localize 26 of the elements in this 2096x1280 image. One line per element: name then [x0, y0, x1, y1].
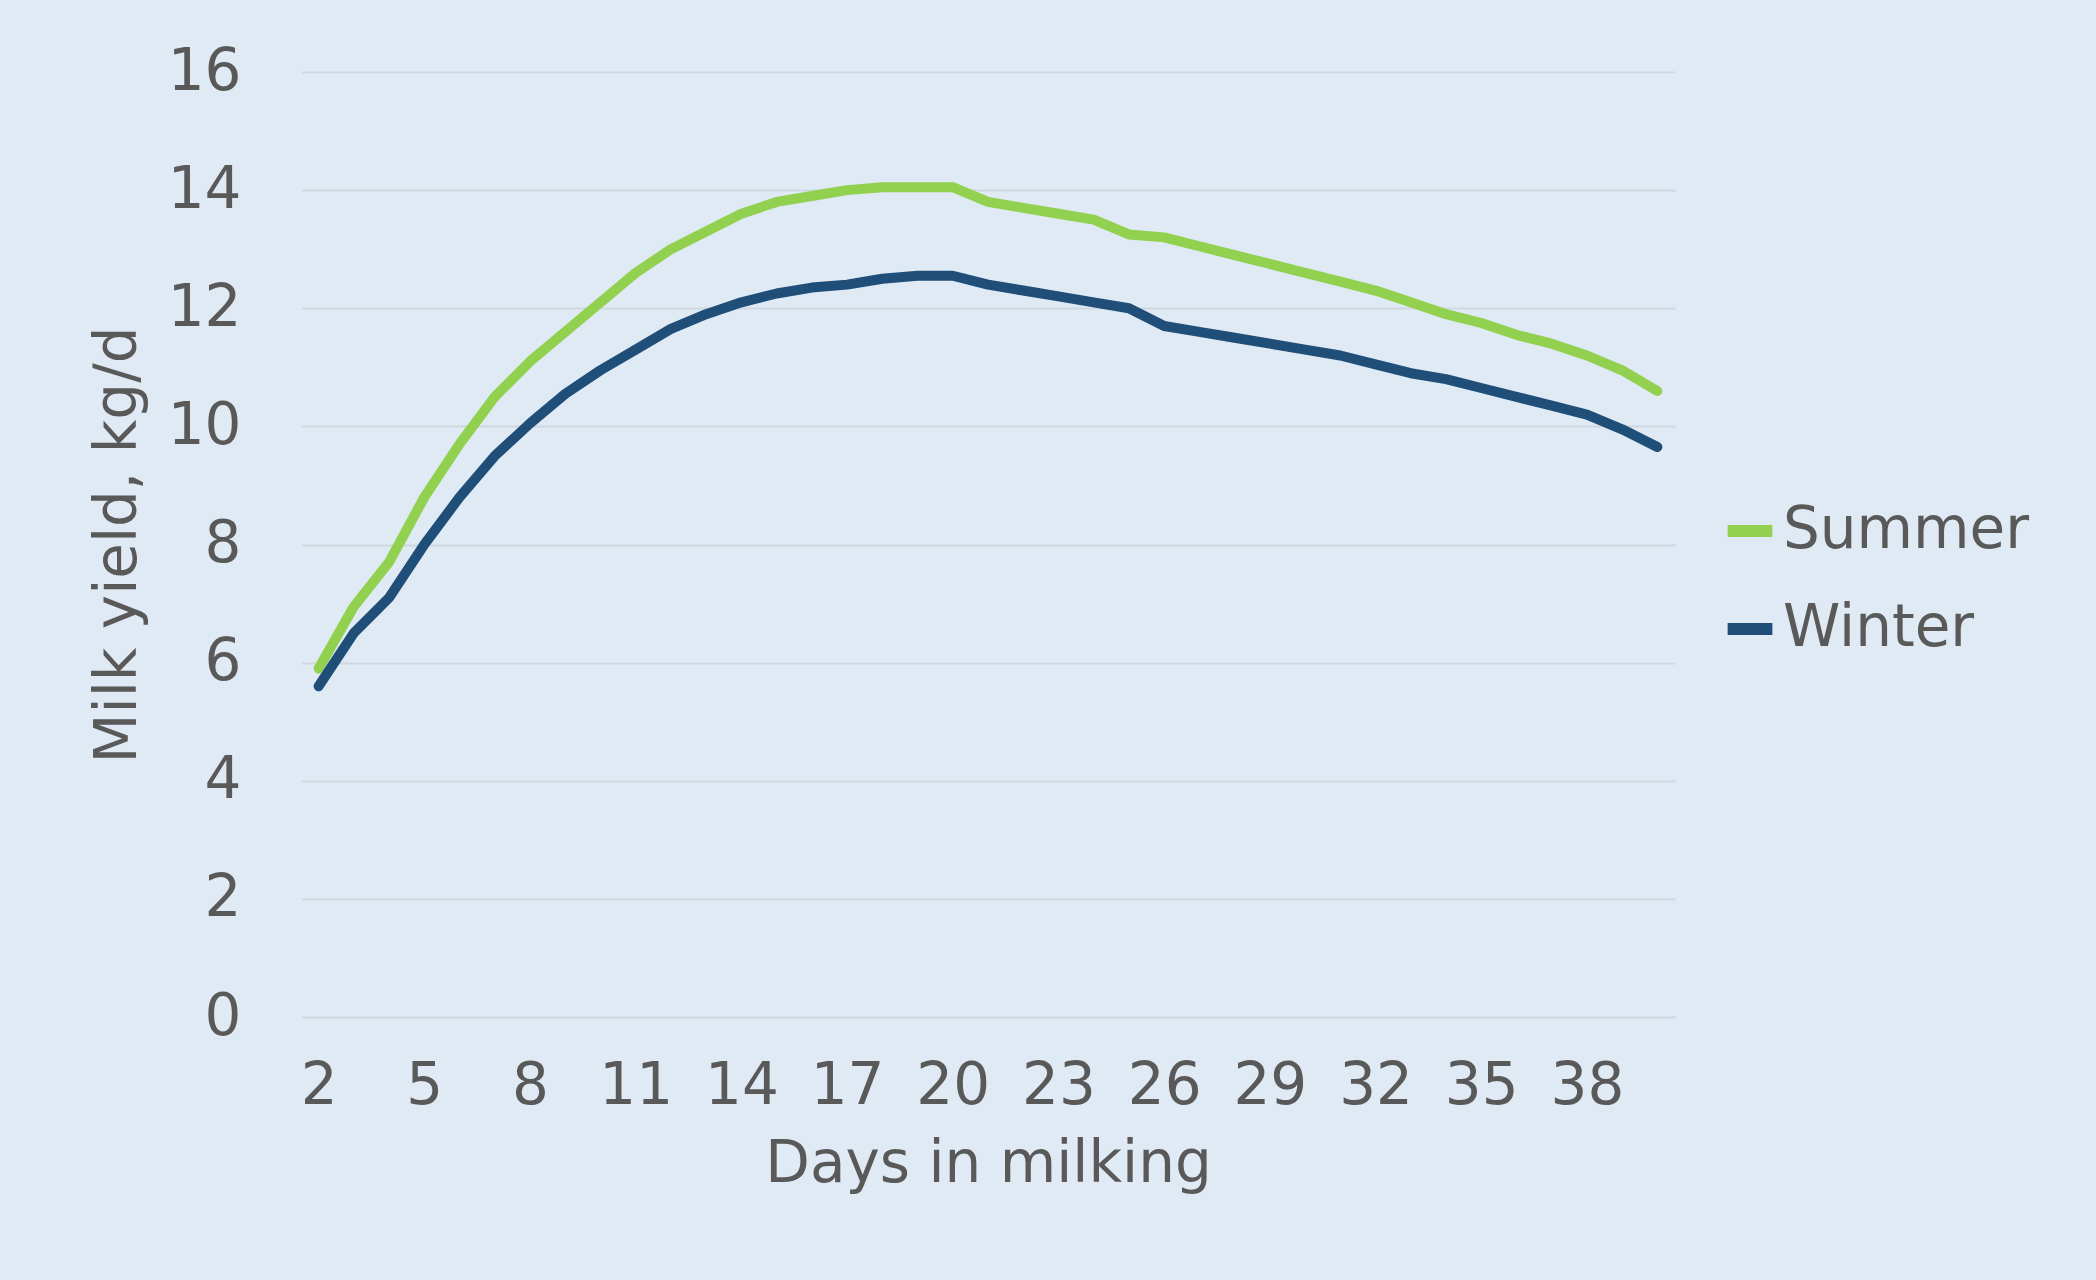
x-tick-label: 17	[810, 1049, 885, 1118]
legend-label: Winter	[1783, 592, 1975, 660]
x-tick-label: 23	[1022, 1049, 1096, 1118]
y-tick-label: 4	[204, 744, 242, 813]
x-tick-label: 11	[599, 1049, 674, 1118]
x-tick-label: 14	[704, 1049, 779, 1118]
y-tick-label: 14	[167, 153, 242, 222]
y-tick-label: 8	[204, 508, 242, 576]
legend-label: Summer	[1783, 494, 2030, 562]
x-tick-label: 32	[1339, 1049, 1413, 1118]
y-axis-title: Milk yield, kg/d	[81, 326, 150, 764]
y-tick-label: 10	[167, 389, 242, 458]
x-tick-label: 2	[300, 1049, 338, 1118]
x-tick-label: 20	[916, 1049, 991, 1118]
y-tick-label: 16	[167, 35, 242, 104]
y-tick-label: 12	[167, 271, 242, 340]
x-tick-label: 29	[1233, 1049, 1308, 1118]
x-tick-label: 8	[512, 1049, 549, 1118]
y-tick-label: 2	[204, 862, 242, 931]
y-tick-label: 0	[204, 980, 242, 1049]
x-axis-title: Days in milking	[765, 1127, 1212, 1196]
y-tick-label: 6	[204, 626, 242, 695]
x-tick-label: 26	[1127, 1049, 1202, 1118]
x-tick-label: 38	[1550, 1049, 1625, 1118]
x-tick-label: 5	[406, 1049, 444, 1118]
x-tick-label: 35	[1444, 1049, 1519, 1118]
